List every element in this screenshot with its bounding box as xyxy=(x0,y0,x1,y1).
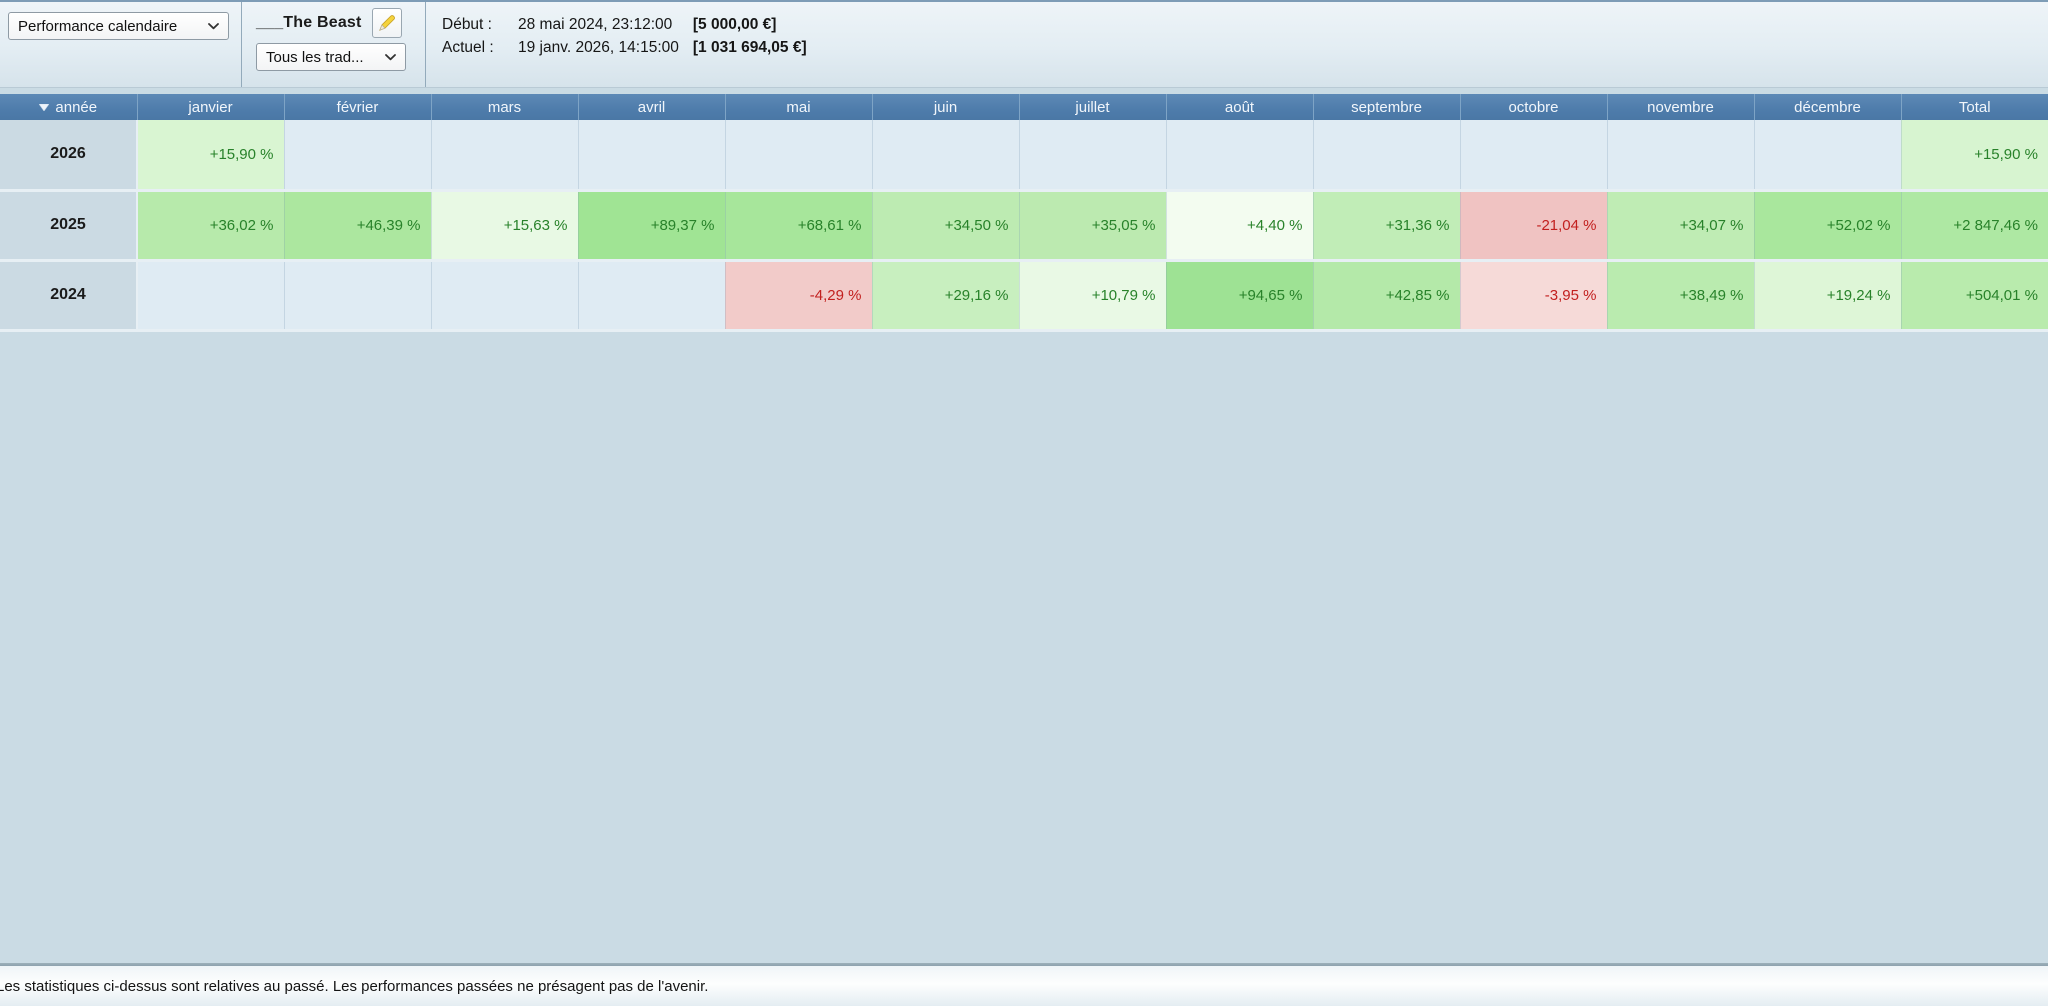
perf-cell-2025-septembre: +31,36 % xyxy=(1313,190,1461,262)
column-header-label: Total xyxy=(1958,98,1991,116)
traders-select[interactable]: Tous les trad... xyxy=(256,43,406,71)
perf-cell-2025-août: +4,40 % xyxy=(1166,190,1314,262)
perf-cell-2026-juin xyxy=(872,120,1020,192)
perf-cell-2025-juillet: +35,05 % xyxy=(1019,190,1167,262)
system-name: ___The Beast xyxy=(256,14,362,31)
start-label: Début : xyxy=(442,16,492,33)
start-amount: [5 000,00 €] xyxy=(692,16,777,33)
column-header-label: août xyxy=(1224,98,1255,116)
perf-cell-2024-décembre: +19,24 % xyxy=(1754,260,1902,332)
perf-cell-2026-juillet xyxy=(1019,120,1167,192)
column-header-mars[interactable]: mars xyxy=(430,94,578,120)
perf-cell-2025-octobre: -21,04 % xyxy=(1460,190,1608,262)
year-cell-2026: 2026 xyxy=(0,120,138,192)
perf-cell-2025-mai: +68,61 % xyxy=(725,190,873,262)
column-header-label: novembre xyxy=(1647,98,1714,116)
column-header-février[interactable]: février xyxy=(283,94,431,120)
toolbar: Performance calendaire ___The Beast Tous… xyxy=(0,0,2048,88)
perf-cell-2026-août xyxy=(1166,120,1314,192)
table-row-2026: 2026 +15,90 % +15,90 % xyxy=(0,120,2048,192)
sort-desc-icon xyxy=(38,98,50,115)
column-header-label: juillet xyxy=(1075,98,1110,116)
column-header-septembre[interactable]: septembre xyxy=(1312,94,1460,120)
perf-cell-2024-septembre: +42,85 % xyxy=(1313,260,1461,332)
footer: Les statistiques ci-dessus sont relative… xyxy=(0,963,2048,1006)
perf-cell-2026-mars xyxy=(431,120,579,192)
column-header-année[interactable]: année xyxy=(0,94,137,120)
perf-cell-2024-juillet: +10,79 % xyxy=(1019,260,1167,332)
perf-cell-2026-avril xyxy=(578,120,726,192)
column-header-janvier[interactable]: janvier xyxy=(136,94,284,120)
perf-cell-2024-février xyxy=(284,260,432,332)
table-row-2024: 2024 -4,29 % +29,16 % +10,79 % +94,65 % +42,8… xyxy=(0,260,2048,332)
column-header-août[interactable]: août xyxy=(1165,94,1313,120)
perf-cell-2024-octobre: -3,95 % xyxy=(1460,260,1608,332)
perf-cell-2025-novembre: +34,07 % xyxy=(1607,190,1755,262)
column-header-label: avril xyxy=(637,98,666,116)
perf-cell-2024-mars xyxy=(431,260,579,332)
column-header-label: mars xyxy=(487,98,522,116)
chevron-down-icon xyxy=(208,22,219,30)
column-header-label: année xyxy=(55,99,98,116)
perf-cell-2025-avril: +89,37 % xyxy=(578,190,726,262)
column-header-mai[interactable]: mai xyxy=(724,94,872,120)
toolbar-divider xyxy=(425,2,426,87)
column-header-label: octobre xyxy=(1508,98,1559,116)
current-label: Actuel : xyxy=(442,39,494,56)
pencil-icon xyxy=(377,14,396,33)
perf-cell-2026-décembre xyxy=(1754,120,1902,192)
column-header-juin[interactable]: juin xyxy=(871,94,1019,120)
perf-cell-2025-juin: +34,50 % xyxy=(872,190,1020,262)
toolbar-divider xyxy=(241,2,242,87)
perf-cell-2025-décembre: +52,02 % xyxy=(1754,190,1902,262)
perf-cell-2025-Total: +2 847,46 % xyxy=(1901,190,2048,262)
perf-cell-2024-mai: -4,29 % xyxy=(725,260,873,332)
perf-cell-2024-avril xyxy=(578,260,726,332)
perf-cell-2025-mars: +15,63 % xyxy=(431,190,579,262)
column-header-avril[interactable]: avril xyxy=(577,94,725,120)
perf-cell-2026-Total: +15,90 % xyxy=(1901,120,2048,192)
table-row-2025: 2025 +36,02 % +46,39 % +15,63 % +89,37 % +68,… xyxy=(0,190,2048,262)
year-cell-2024: 2024 xyxy=(0,260,138,332)
perf-cell-2024-juin: +29,16 % xyxy=(872,260,1020,332)
perf-cell-2024-août: +94,65 % xyxy=(1166,260,1314,332)
perf-cell-2024-Total: +504,01 % xyxy=(1901,260,2048,332)
view-mode-select[interactable]: Performance calendaire xyxy=(8,12,229,40)
perf-cell-2024-novembre: +38,49 % xyxy=(1607,260,1755,332)
column-header-label: mai xyxy=(786,98,811,116)
perf-cell-2026-février xyxy=(284,120,432,192)
column-header-label: février xyxy=(336,98,379,116)
perf-cell-2026-janvier: +15,90 % xyxy=(137,120,285,192)
traders-select-value: Tous les trad... xyxy=(266,48,364,66)
column-header-label: septembre xyxy=(1351,98,1422,116)
footer-divider xyxy=(0,963,2048,966)
view-mode-value: Performance calendaire xyxy=(18,17,178,35)
column-header-label: décembre xyxy=(1794,98,1861,116)
column-header-label: juin xyxy=(933,98,958,116)
column-header-décembre[interactable]: décembre xyxy=(1753,94,1901,120)
perf-cell-2025-janvier: +36,02 % xyxy=(137,190,285,262)
chevron-down-icon xyxy=(385,53,396,61)
perf-cell-2026-mai xyxy=(725,120,873,192)
perf-cell-2024-janvier xyxy=(137,260,285,332)
perf-cell-2026-novembre xyxy=(1607,120,1755,192)
perf-cell-2026-octobre xyxy=(1460,120,1608,192)
current-amount: [1 031 694,05 €] xyxy=(692,39,807,56)
edit-name-button[interactable] xyxy=(371,8,402,38)
perf-cell-2026-septembre xyxy=(1313,120,1461,192)
column-header-juillet[interactable]: juillet xyxy=(1018,94,1166,120)
column-header-Total[interactable]: Total xyxy=(1900,94,2048,120)
year-cell-2025: 2025 xyxy=(0,190,138,262)
perf-cell-2025-février: +46,39 % xyxy=(284,190,432,262)
start-datetime: 28 mai 2024, 23:12:00 xyxy=(518,16,673,33)
column-header-novembre[interactable]: novembre xyxy=(1606,94,1754,120)
account-summary: Début : 28 mai 2024, 23:12:00 [5 000,00 … xyxy=(442,16,807,57)
disclaimer-text: Les statistiques ci-dessus sont relative… xyxy=(0,977,709,995)
current-datetime: 19 janv. 2026, 14:15:00 xyxy=(518,39,679,56)
column-header-octobre[interactable]: octobre xyxy=(1459,94,1607,120)
column-header-label: janvier xyxy=(188,98,233,116)
performance-table: année janvier février mars avril mai juin juill… xyxy=(0,94,2048,332)
